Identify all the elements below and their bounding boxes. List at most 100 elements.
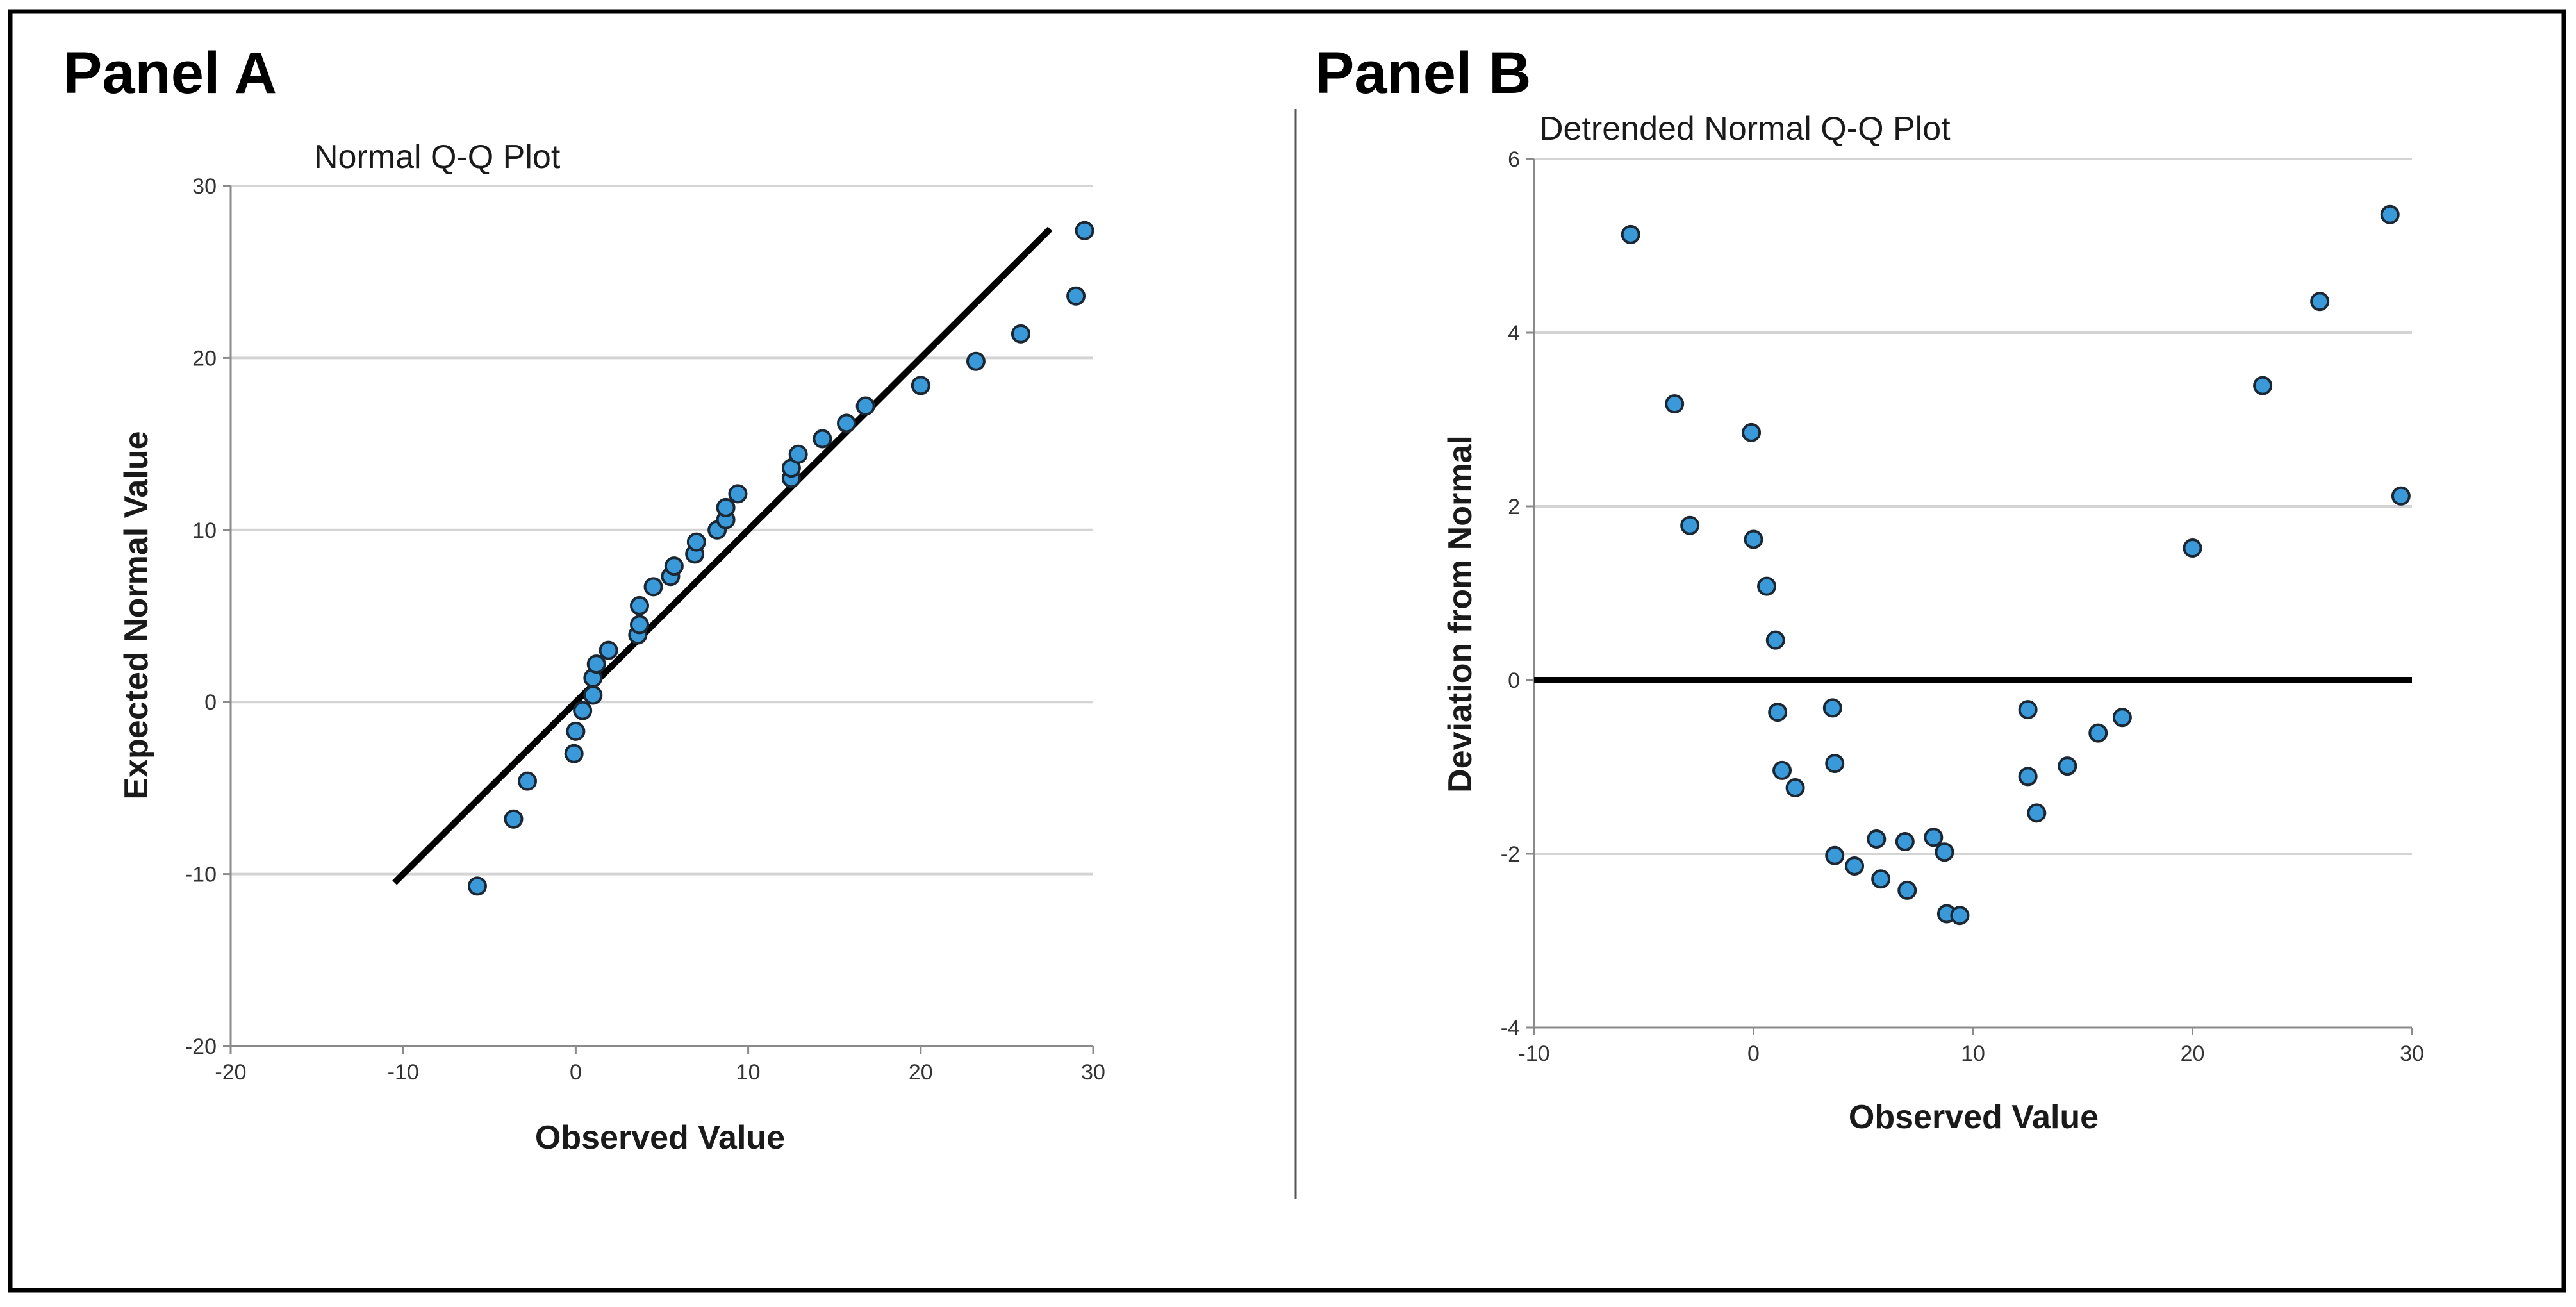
data-point bbox=[630, 595, 650, 615]
y-tick-label: -4 bbox=[1501, 1016, 1520, 1040]
data-point bbox=[911, 376, 930, 395]
data-point bbox=[686, 532, 706, 552]
data-point bbox=[1742, 422, 1762, 442]
data-point bbox=[2018, 700, 2038, 720]
x-tick-label: 20 bbox=[2181, 1042, 2205, 1066]
panel-a-axes bbox=[229, 186, 1093, 1047]
panel-a-x-axis-label: Observed Value bbox=[535, 1119, 785, 1156]
x-tick-label: -20 bbox=[215, 1060, 246, 1085]
x-tick-label: 0 bbox=[570, 1060, 582, 1085]
data-point bbox=[2380, 204, 2400, 224]
data-point bbox=[716, 497, 736, 517]
x-tick-label: 30 bbox=[2400, 1042, 2424, 1066]
panel-a-label: Panel A bbox=[63, 40, 277, 106]
data-point bbox=[1897, 880, 1917, 900]
x-tick-label: 10 bbox=[1961, 1042, 1985, 1066]
data-point bbox=[1075, 221, 1094, 240]
y-tick-label: 20 bbox=[192, 346, 217, 370]
data-point bbox=[583, 685, 603, 705]
data-point bbox=[2391, 486, 2411, 506]
data-point bbox=[564, 744, 584, 763]
panel-b-chart: Detrended Normal Q-Q Plot -4 -2 0 2 4 6 -10 0 10… bbox=[1442, 110, 2424, 1136]
data-point bbox=[1822, 698, 1842, 718]
data-point bbox=[1825, 754, 1845, 774]
y-tick-label: 4 bbox=[1508, 321, 1520, 345]
x-tick-label: 20 bbox=[909, 1060, 933, 1085]
panel-a-y-axis-label: Expected Normal Value bbox=[118, 431, 155, 799]
data-point bbox=[467, 876, 487, 896]
data-point bbox=[2112, 708, 2132, 728]
data-point bbox=[2088, 723, 2108, 743]
x-tick-label: 0 bbox=[1747, 1042, 1760, 1066]
data-point bbox=[1935, 842, 1954, 862]
data-point bbox=[1757, 576, 1777, 596]
x-tick-label: -10 bbox=[388, 1060, 419, 1085]
data-point bbox=[1066, 286, 1086, 306]
panel-b-points bbox=[1621, 204, 2411, 926]
data-point bbox=[2018, 767, 2038, 787]
data-point bbox=[1950, 906, 1970, 926]
y-tick-label: 0 bbox=[204, 690, 217, 715]
data-point bbox=[1845, 856, 1865, 876]
data-point bbox=[518, 771, 538, 791]
figure-frame bbox=[8, 9, 2566, 1293]
data-point bbox=[1924, 828, 1944, 847]
y-tick-label: -20 bbox=[185, 1035, 217, 1059]
data-point bbox=[643, 577, 663, 597]
data-point bbox=[1867, 829, 1887, 849]
data-point bbox=[664, 556, 684, 576]
data-point bbox=[2183, 538, 2202, 558]
data-point bbox=[504, 809, 524, 829]
y-tick-label: -10 bbox=[185, 863, 217, 887]
data-point bbox=[1665, 394, 1685, 414]
data-point bbox=[1621, 224, 1640, 244]
x-tick-label: 30 bbox=[1081, 1060, 1105, 1085]
reference-line bbox=[392, 226, 1053, 885]
data-point bbox=[855, 396, 875, 416]
panel-b-ticks: -4 -2 0 2 4 6 -10 0 10 20 30 bbox=[1501, 147, 2424, 1066]
data-point bbox=[2310, 292, 2330, 312]
data-point bbox=[1871, 869, 1891, 889]
data-point bbox=[1768, 703, 1788, 722]
x-tick-label: -10 bbox=[1518, 1042, 1549, 1066]
data-point bbox=[566, 721, 586, 741]
data-point bbox=[2027, 803, 2047, 823]
panel-b-y-axis-label: Deviation from Normal bbox=[1442, 435, 1479, 793]
panel-b-title: Detrended Normal Q-Q Plot bbox=[1539, 110, 1951, 147]
y-tick-label: 2 bbox=[1508, 495, 1520, 519]
data-point bbox=[630, 615, 650, 635]
data-point bbox=[1011, 324, 1030, 344]
panel-a-reference bbox=[392, 226, 1053, 885]
panel-a-ticks: -20 -10 0 10 20 30 -20 -10 0 10 20 30 bbox=[185, 174, 1105, 1085]
data-point bbox=[837, 413, 857, 433]
data-point bbox=[1825, 845, 1845, 865]
data-point bbox=[2253, 376, 2273, 395]
panel-a-chart: Normal Q-Q Plot -20 -10 0 10 20 30 -20 -10 0 10 20… bbox=[118, 138, 1105, 1156]
data-point bbox=[788, 444, 808, 464]
data-point bbox=[728, 484, 748, 504]
x-tick-label: 10 bbox=[736, 1060, 761, 1085]
y-tick-label: 6 bbox=[1508, 147, 1520, 172]
data-point bbox=[813, 429, 832, 449]
panel-a-points bbox=[467, 221, 1094, 896]
y-tick-label: 10 bbox=[192, 519, 217, 543]
data-point bbox=[586, 654, 606, 674]
data-point bbox=[1785, 778, 1805, 798]
panel-a-title: Normal Q-Q Plot bbox=[314, 138, 561, 176]
panel-a-gridlines bbox=[231, 185, 1093, 876]
panel-b-label: Panel B bbox=[1315, 40, 1531, 106]
data-point bbox=[1765, 630, 1785, 650]
data-point bbox=[1772, 760, 1792, 780]
y-tick-label: 0 bbox=[1508, 669, 1520, 693]
data-point bbox=[2058, 756, 2077, 776]
data-point bbox=[966, 351, 986, 371]
data-point bbox=[1895, 832, 1915, 852]
data-point bbox=[599, 640, 618, 660]
data-point bbox=[1680, 515, 1700, 535]
panel-b-x-axis-label: Observed Value bbox=[1849, 1099, 2099, 1136]
y-tick-label: 30 bbox=[192, 174, 217, 199]
data-point bbox=[1744, 529, 1763, 549]
data-point bbox=[573, 701, 593, 720]
y-tick-label: -2 bbox=[1501, 842, 1520, 867]
